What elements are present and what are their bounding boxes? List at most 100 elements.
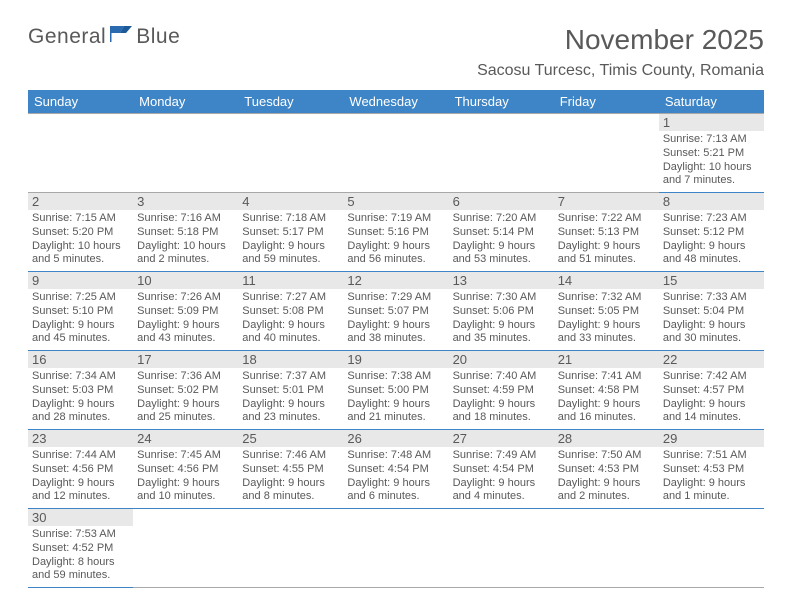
calendar-cell: 27 Sunrise: 7:49 AMSunset: 4:54 PMDayligh… [449, 430, 554, 509]
day-details: Sunrise: 7:38 AMSunset: 5:00 PMDaylight:… [347, 370, 444, 425]
calendar-cell [133, 509, 238, 588]
calendar-cell: 7 Sunrise: 7:22 AMSunset: 5:13 PMDaylight… [554, 193, 659, 272]
calendar-cell [238, 114, 343, 193]
day-details: Sunrise: 7:49 AMSunset: 4:54 PMDaylight:… [453, 449, 550, 504]
day-details: Sunrise: 7:13 AMSunset: 5:21 PMDaylight:… [663, 133, 760, 188]
location: Sacosu Turcesc, Timis County, Romania [477, 62, 764, 80]
day-number: 9 [28, 272, 133, 289]
calendar-cell [28, 114, 133, 193]
day-number: 15 [659, 272, 764, 289]
day-number: 8 [659, 193, 764, 210]
calendar-row: 1 Sunrise: 7:13 AMSunset: 5:21 PMDaylight… [28, 114, 764, 193]
calendar-cell: 17Sunrise: 7:36 AMSunset: 5:02 PMDayligh… [133, 351, 238, 430]
calendar-table: Sunday Monday Tuesday Wednesday Thursday… [28, 90, 764, 588]
day-details: Sunrise: 7:29 AMSunset: 5:07 PMDaylight:… [347, 291, 444, 346]
calendar-cell [343, 509, 448, 588]
logo-text-b: Blue [136, 25, 180, 49]
calendar-cell: 4 Sunrise: 7:18 AMSunset: 5:17 PMDaylight… [238, 193, 343, 272]
day-details: Sunrise: 7:53 AMSunset: 4:52 PMDaylight:… [32, 528, 129, 583]
day-number: 30 [28, 509, 133, 526]
day-number: 1 [659, 114, 764, 131]
calendar-cell: 2 Sunrise: 7:15 AMSunset: 5:20 PMDaylight… [28, 193, 133, 272]
calendar-cell [554, 114, 659, 193]
day-details: Sunrise: 7:45 AMSunset: 4:56 PMDaylight:… [137, 449, 234, 504]
calendar-cell [238, 509, 343, 588]
calendar-cell: 19Sunrise: 7:38 AMSunset: 5:00 PMDayligh… [343, 351, 448, 430]
weekday-header: Sunday [28, 90, 133, 114]
weekday-header: Tuesday [238, 90, 343, 114]
day-number: 21 [554, 351, 659, 368]
day-details: Sunrise: 7:22 AMSunset: 5:13 PMDaylight:… [558, 212, 655, 267]
day-number: 27 [449, 430, 554, 447]
day-details: Sunrise: 7:36 AMSunset: 5:02 PMDaylight:… [137, 370, 234, 425]
day-details: Sunrise: 7:50 AMSunset: 4:53 PMDaylight:… [558, 449, 655, 504]
calendar-cell: 30 Sunrise: 7:53 AMSunset: 4:52 PMDayligh… [28, 509, 133, 588]
calendar-cell: 3 Sunrise: 7:16 AMSunset: 5:18 PMDaylight… [133, 193, 238, 272]
calendar-cell: 6 Sunrise: 7:20 AMSunset: 5:14 PMDaylight… [449, 193, 554, 272]
logo: General Blue [28, 24, 180, 49]
calendar-cell: 1 Sunrise: 7:13 AMSunset: 5:21 PMDaylight… [659, 114, 764, 193]
day-number: 10 [133, 272, 238, 289]
day-number: 20 [449, 351, 554, 368]
calendar-cell: 15 Sunrise: 7:33 AMSunset: 5:04 PMDayligh… [659, 272, 764, 351]
day-details: Sunrise: 7:26 AMSunset: 5:09 PMDaylight:… [137, 291, 234, 346]
day-details: Sunrise: 7:32 AMSunset: 5:05 PMDaylight:… [558, 291, 655, 346]
day-details: Sunrise: 7:19 AMSunset: 5:16 PMDaylight:… [347, 212, 444, 267]
calendar-cell: 22Sunrise: 7:42 AMSunset: 4:57 PMDayligh… [659, 351, 764, 430]
weekday-header: Wednesday [343, 90, 448, 114]
weekday-header-row: Sunday Monday Tuesday Wednesday Thursday… [28, 90, 764, 114]
day-details: Sunrise: 7:18 AMSunset: 5:17 PMDaylight:… [242, 212, 339, 267]
calendar-cell: 29 Sunrise: 7:51 AMSunset: 4:53 PMDayligh… [659, 430, 764, 509]
day-number: 16 [28, 351, 133, 368]
calendar-row: 9Sunrise: 7:25 AMSunset: 5:10 PMDaylight… [28, 272, 764, 351]
calendar-cell: 9Sunrise: 7:25 AMSunset: 5:10 PMDaylight… [28, 272, 133, 351]
calendar-cell: 24 Sunrise: 7:45 AMSunset: 4:56 PMDayligh… [133, 430, 238, 509]
day-details: Sunrise: 7:16 AMSunset: 5:18 PMDaylight:… [137, 212, 234, 267]
day-details: Sunrise: 7:41 AMSunset: 4:58 PMDaylight:… [558, 370, 655, 425]
weekday-header: Monday [133, 90, 238, 114]
calendar-cell: 11Sunrise: 7:27 AMSunset: 5:08 PMDayligh… [238, 272, 343, 351]
day-number: 14 [554, 272, 659, 289]
month-title: November 2025 [477, 24, 764, 56]
day-number: 28 [554, 430, 659, 447]
day-details: Sunrise: 7:30 AMSunset: 5:06 PMDaylight:… [453, 291, 550, 346]
day-number: 11 [238, 272, 343, 289]
day-number: 23 [28, 430, 133, 447]
day-details: Sunrise: 7:15 AMSunset: 5:20 PMDaylight:… [32, 212, 129, 267]
calendar-cell [449, 509, 554, 588]
day-number: 22 [659, 351, 764, 368]
title-block: November 2025 Sacosu Turcesc, Timis Coun… [477, 24, 764, 80]
day-number: 6 [449, 193, 554, 210]
day-number: 29 [659, 430, 764, 447]
day-number: 3 [133, 193, 238, 210]
day-details: Sunrise: 7:46 AMSunset: 4:55 PMDaylight:… [242, 449, 339, 504]
day-number: 5 [343, 193, 448, 210]
day-details: Sunrise: 7:23 AMSunset: 5:12 PMDaylight:… [663, 212, 760, 267]
day-number: 2 [28, 193, 133, 210]
day-details: Sunrise: 7:33 AMSunset: 5:04 PMDaylight:… [663, 291, 760, 346]
calendar-cell: 18Sunrise: 7:37 AMSunset: 5:01 PMDayligh… [238, 351, 343, 430]
flag-icon [108, 24, 134, 49]
weekday-header: Saturday [659, 90, 764, 114]
calendar-cell: 13 Sunrise: 7:30 AMSunset: 5:06 PMDayligh… [449, 272, 554, 351]
weekday-header: Friday [554, 90, 659, 114]
day-details: Sunrise: 7:51 AMSunset: 4:53 PMDaylight:… [663, 449, 760, 504]
day-number: 4 [238, 193, 343, 210]
day-number: 26 [343, 430, 448, 447]
day-details: Sunrise: 7:37 AMSunset: 5:01 PMDaylight:… [242, 370, 339, 425]
calendar-cell: 25Sunrise: 7:46 AMSunset: 4:55 PMDayligh… [238, 430, 343, 509]
day-number: 24 [133, 430, 238, 447]
day-number: 12 [343, 272, 448, 289]
day-number: 13 [449, 272, 554, 289]
header: General Blue November 2025 Sacosu Turces… [28, 24, 764, 80]
calendar-row: 30 Sunrise: 7:53 AMSunset: 4:52 PMDayligh… [28, 509, 764, 588]
day-details: Sunrise: 7:20 AMSunset: 5:14 PMDaylight:… [453, 212, 550, 267]
calendar-row: 2 Sunrise: 7:15 AMSunset: 5:20 PMDaylight… [28, 193, 764, 272]
day-number: 7 [554, 193, 659, 210]
calendar-cell [659, 509, 764, 588]
calendar-cell: 5 Sunrise: 7:19 AMSunset: 5:16 PMDaylight… [343, 193, 448, 272]
calendar-cell: 12 Sunrise: 7:29 AMSunset: 5:07 PMDayligh… [343, 272, 448, 351]
calendar-row: 23Sunrise: 7:44 AMSunset: 4:56 PMDayligh… [28, 430, 764, 509]
day-details: Sunrise: 7:48 AMSunset: 4:54 PMDaylight:… [347, 449, 444, 504]
calendar-cell: 21 Sunrise: 7:41 AMSunset: 4:58 PMDayligh… [554, 351, 659, 430]
